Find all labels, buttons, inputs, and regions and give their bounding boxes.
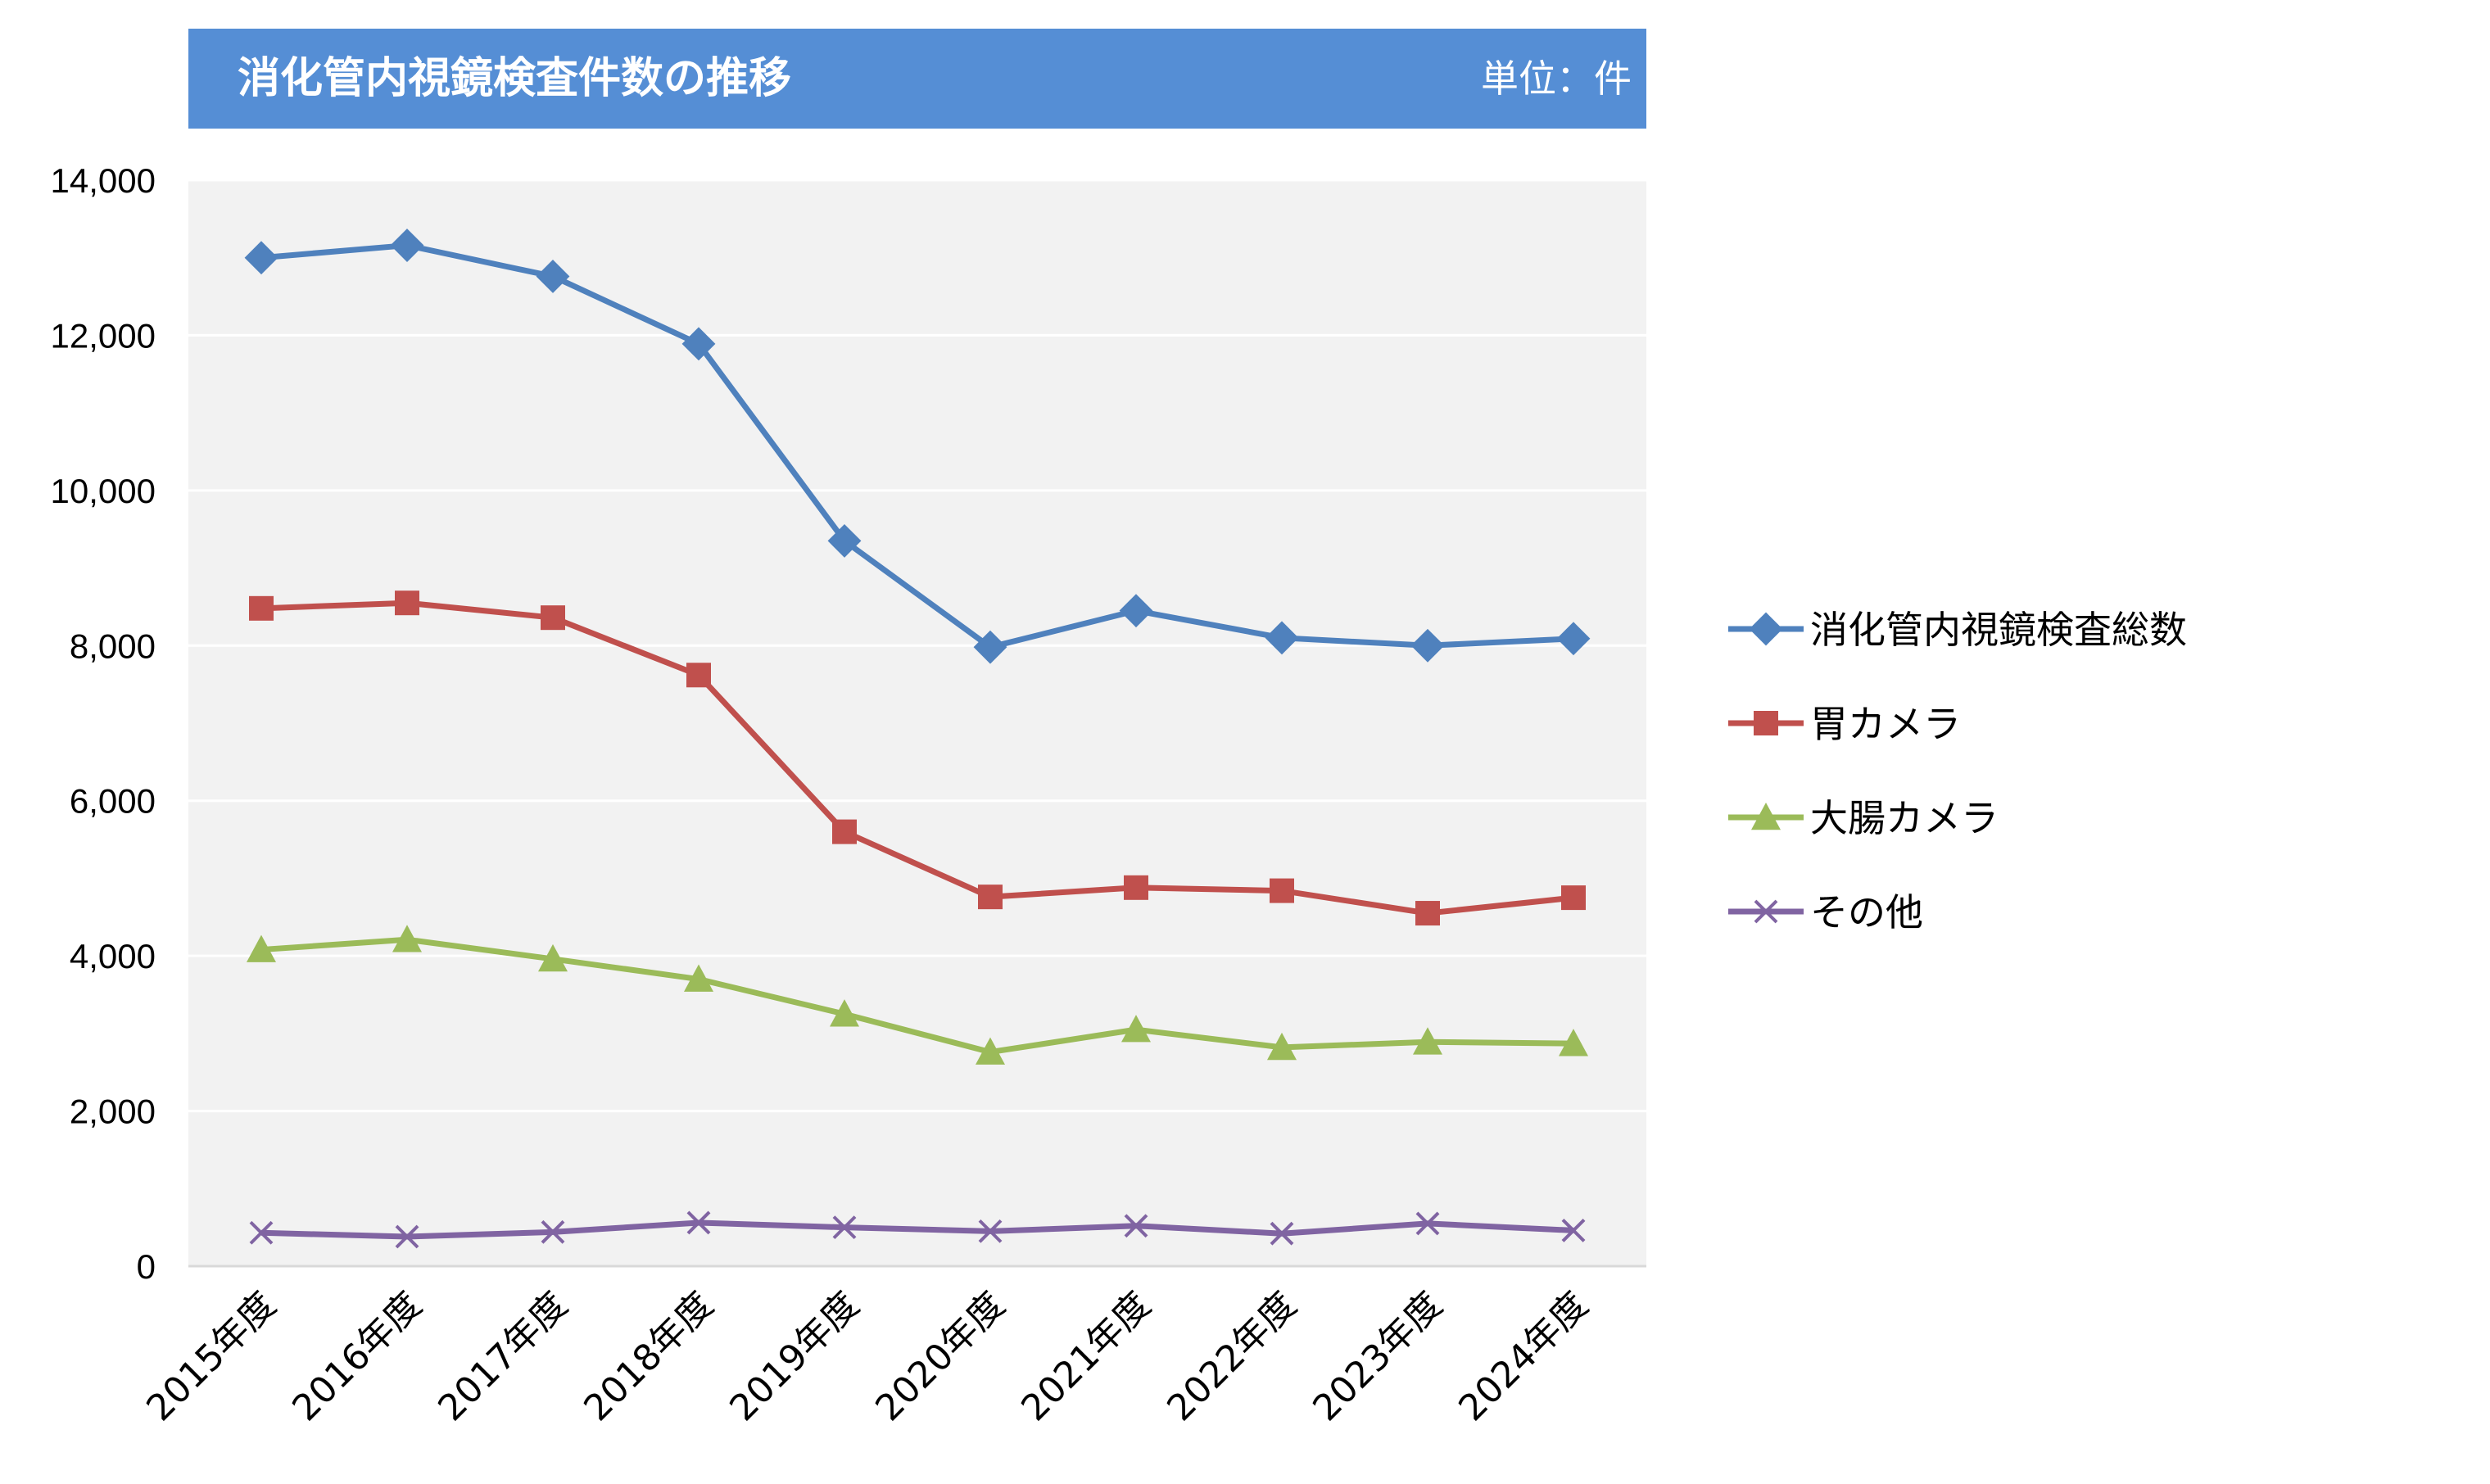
chart-title: 消化管内視鏡検査件数の推移 [238,54,792,103]
x-tick-label: 2018年度 [576,1284,721,1429]
y-tick-label: 4,000 [70,937,156,975]
data-point [244,241,278,275]
data-point [247,934,276,962]
data-point [827,524,862,558]
data-point [832,819,857,844]
data-point [1415,1211,1440,1236]
data-point [392,925,422,952]
data-point [1124,875,1148,900]
data-point [1413,1027,1442,1055]
legend-marker [1751,803,1781,830]
series-line-3 [260,936,1574,1056]
y-tick-label: 14,000 [51,161,156,200]
data-point [684,964,713,992]
y-tick-label: 12,000 [51,316,156,355]
legend-label: 消化管内視鏡検査総数 [1810,608,2187,652]
x-tick-label: 2024年度 [1451,1284,1596,1429]
x-tick-label: 2016年度 [284,1284,429,1429]
legend-marker [1754,899,1778,924]
x-tick-label: 2022年度 [1159,1284,1304,1429]
unit-label: 単位：件 [1481,57,1632,101]
data-point [686,1210,711,1235]
legend-marker [1754,711,1778,735]
data-point [1124,1214,1148,1238]
x-tick-label: 2023年度 [1305,1284,1450,1429]
x-tick-label: 2019年度 [722,1284,867,1429]
y-tick-label: 8,000 [70,627,156,665]
x-tick-label: 2021年度 [1013,1284,1158,1429]
series-line-2 [260,599,1574,916]
data-point [1415,901,1440,926]
data-point [390,228,424,262]
data-point [973,630,1007,664]
series-line-1 [260,242,1574,650]
data-point [681,327,716,361]
data-point [832,1215,857,1240]
data-point [830,999,859,1027]
series-line-4 [260,1219,1574,1240]
data-point [976,1037,1005,1065]
data-point [249,1220,274,1245]
data-point [1270,1221,1294,1246]
data-point [1121,1015,1151,1043]
y-tick-label: 2,000 [70,1093,156,1131]
data-point [395,1224,419,1249]
legend-label: 胃カメラ [1810,702,1961,746]
data-point [395,590,419,616]
x-tick-label: 2015年度 [138,1284,283,1429]
data-point [1267,1032,1297,1061]
title-banner: 消化管内視鏡検査件数の推移 単位：件 [188,29,1646,129]
data-point [1119,594,1153,628]
legend-marker [1749,612,1783,646]
x-tick-label: 2017年度 [430,1284,575,1429]
y-tick-label: 10,000 [51,472,156,510]
data-point [978,885,1003,910]
data-point [249,595,274,621]
data-point [541,1219,565,1244]
data-point [541,605,565,631]
data-point [1561,885,1586,911]
data-point [1556,622,1591,656]
data-point [536,260,570,293]
data-point [686,663,711,688]
legend-label: その他 [1810,890,1923,934]
data-point [1561,1219,1586,1242]
data-point [1559,1029,1588,1056]
data-point [1265,621,1299,655]
x-tick-label: 2020年度 [867,1284,1012,1429]
data-point [1410,628,1445,663]
data-point [978,1219,1003,1243]
legend-label: 大腸カメラ [1810,796,1999,840]
y-tick-label: 0 [137,1247,156,1286]
plot-area [188,180,1646,1266]
data-point [538,943,568,972]
y-tick-label: 6,000 [70,782,156,821]
data-point [1270,878,1294,903]
